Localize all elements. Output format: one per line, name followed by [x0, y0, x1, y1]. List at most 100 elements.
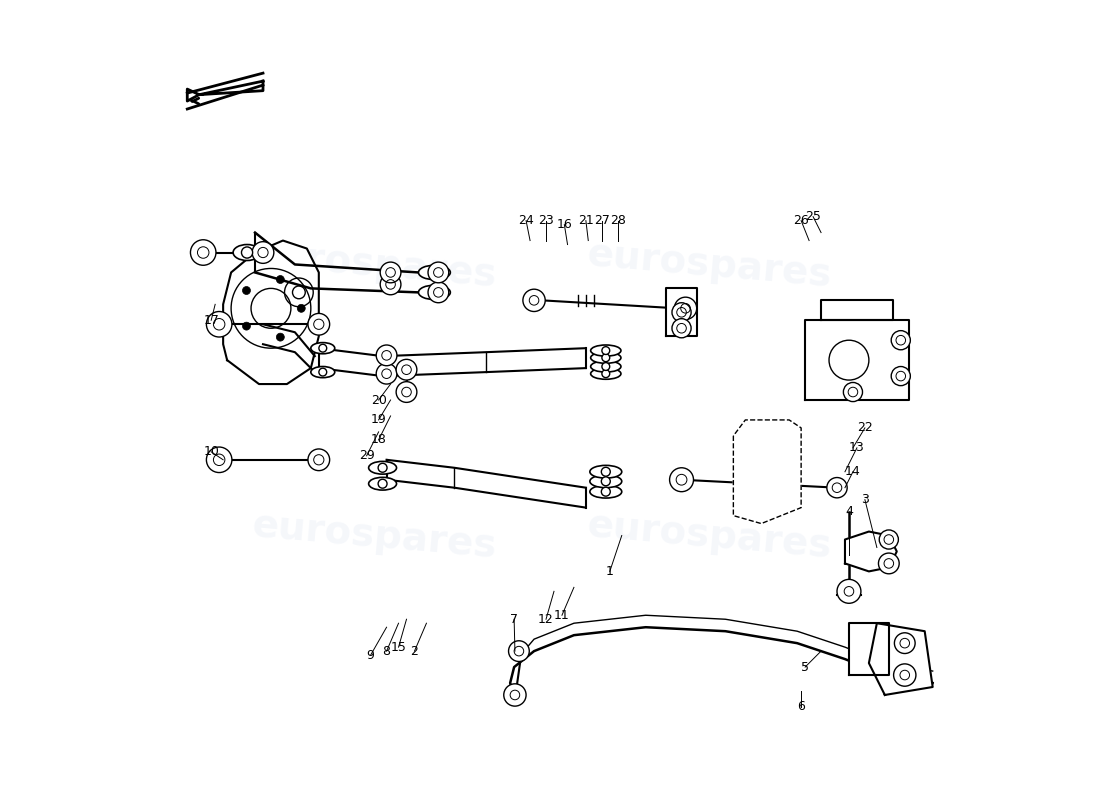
Circle shape — [894, 633, 915, 654]
Circle shape — [602, 370, 609, 378]
Text: 25: 25 — [805, 210, 821, 223]
Circle shape — [672, 302, 691, 322]
Circle shape — [190, 240, 216, 266]
Text: 1: 1 — [606, 565, 614, 578]
Circle shape — [428, 282, 449, 302]
Text: 11: 11 — [554, 609, 570, 622]
Circle shape — [376, 345, 397, 366]
Circle shape — [837, 579, 861, 603]
Circle shape — [522, 289, 546, 311]
Text: 3: 3 — [861, 493, 869, 506]
Text: 24: 24 — [518, 214, 534, 227]
Circle shape — [893, 664, 916, 686]
Circle shape — [672, 318, 691, 338]
Circle shape — [429, 267, 439, 278]
Circle shape — [378, 463, 387, 472]
Text: 15: 15 — [390, 641, 407, 654]
Circle shape — [276, 333, 284, 341]
Text: 4: 4 — [845, 505, 853, 518]
Text: 7: 7 — [510, 613, 518, 626]
Text: 17: 17 — [204, 314, 219, 326]
Text: 8: 8 — [383, 645, 390, 658]
Text: 19: 19 — [371, 414, 386, 426]
Circle shape — [670, 468, 693, 492]
Ellipse shape — [591, 352, 622, 363]
Text: 18: 18 — [371, 434, 386, 446]
Ellipse shape — [368, 462, 396, 474]
Ellipse shape — [590, 486, 621, 498]
Circle shape — [381, 274, 400, 294]
Ellipse shape — [311, 366, 334, 378]
Polygon shape — [821, 300, 893, 320]
Circle shape — [602, 354, 609, 362]
Text: 14: 14 — [845, 466, 861, 478]
Circle shape — [207, 447, 232, 473]
Text: 20: 20 — [371, 394, 386, 406]
Ellipse shape — [590, 475, 621, 488]
Text: 9: 9 — [366, 649, 375, 662]
Circle shape — [396, 359, 417, 380]
Ellipse shape — [591, 368, 622, 379]
Text: eurospares: eurospares — [585, 235, 834, 294]
Text: 28: 28 — [609, 214, 626, 227]
Text: 5: 5 — [801, 661, 810, 674]
Text: 22: 22 — [857, 422, 872, 434]
Polygon shape — [849, 623, 889, 675]
Polygon shape — [666, 288, 697, 336]
Ellipse shape — [591, 361, 622, 372]
Circle shape — [276, 275, 284, 283]
Circle shape — [381, 262, 400, 283]
Polygon shape — [869, 623, 933, 695]
Circle shape — [396, 382, 417, 402]
Circle shape — [252, 242, 274, 263]
Polygon shape — [805, 320, 909, 400]
Circle shape — [308, 314, 330, 335]
Ellipse shape — [418, 266, 450, 280]
Circle shape — [891, 366, 911, 386]
Circle shape — [602, 362, 609, 370]
Circle shape — [844, 382, 862, 402]
Circle shape — [602, 487, 610, 496]
Circle shape — [429, 287, 439, 298]
Ellipse shape — [368, 478, 396, 490]
Polygon shape — [734, 420, 801, 523]
Ellipse shape — [418, 286, 450, 299]
Circle shape — [602, 346, 609, 354]
Polygon shape — [187, 81, 263, 101]
Circle shape — [319, 344, 327, 352]
Text: 27: 27 — [594, 214, 609, 227]
Circle shape — [297, 304, 306, 312]
Text: 6: 6 — [798, 701, 805, 714]
Circle shape — [242, 247, 253, 258]
Circle shape — [504, 684, 526, 706]
Circle shape — [207, 311, 232, 337]
Polygon shape — [845, 531, 896, 571]
Ellipse shape — [233, 245, 261, 261]
Circle shape — [891, 330, 911, 350]
Text: 29: 29 — [359, 450, 374, 462]
Text: eurospares: eurospares — [251, 235, 498, 294]
Text: 26: 26 — [793, 214, 808, 227]
Polygon shape — [191, 73, 263, 109]
Text: 2: 2 — [410, 645, 418, 658]
Circle shape — [308, 449, 330, 470]
Circle shape — [242, 322, 251, 330]
Ellipse shape — [311, 342, 334, 354]
Text: 10: 10 — [204, 446, 219, 458]
Text: 21: 21 — [578, 214, 594, 227]
Text: 12: 12 — [538, 613, 554, 626]
Circle shape — [508, 641, 529, 662]
Text: 16: 16 — [557, 218, 572, 231]
Circle shape — [602, 467, 610, 476]
Ellipse shape — [590, 466, 621, 478]
Text: 13: 13 — [849, 442, 865, 454]
Circle shape — [376, 363, 397, 384]
Circle shape — [674, 297, 696, 319]
Circle shape — [827, 478, 847, 498]
Circle shape — [319, 368, 327, 376]
Text: eurospares: eurospares — [585, 506, 834, 565]
Text: 23: 23 — [538, 214, 554, 227]
Circle shape — [378, 479, 387, 488]
Circle shape — [242, 286, 251, 294]
Polygon shape — [223, 241, 319, 384]
